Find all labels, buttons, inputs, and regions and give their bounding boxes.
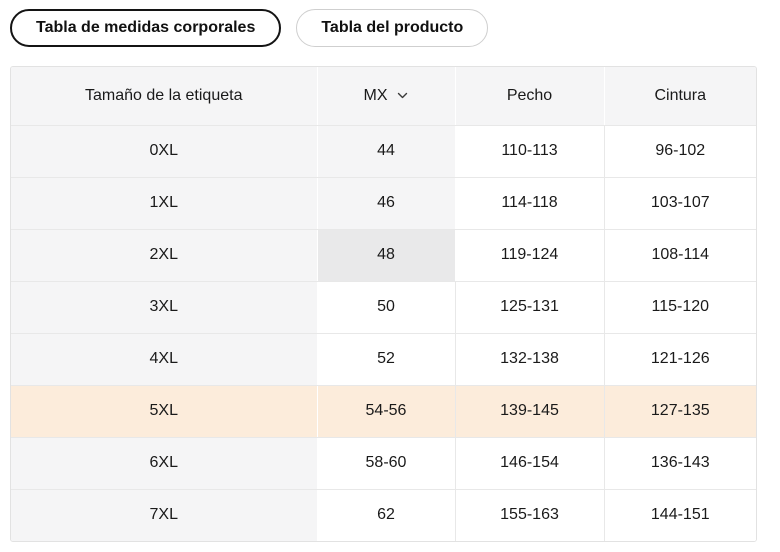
cell-pecho: 146-154	[455, 437, 605, 490]
cell-cintura: 103-107	[604, 177, 756, 230]
cell-size-label: 5XL	[11, 385, 318, 438]
table-row-5xl-highlighted: 5XL 54-56 139-145 127-135	[11, 385, 756, 438]
table-header-row: Tamaño de la etiqueta MX Pecho Cintura	[11, 67, 756, 126]
cell-pecho: 125-131	[455, 281, 605, 334]
cell-mx-highlighted: 48	[317, 229, 456, 282]
cell-mx: 62	[317, 489, 456, 541]
tab-body-measurements[interactable]: Tabla de medidas corporales	[10, 9, 282, 47]
cell-size-label: 3XL	[11, 281, 318, 334]
cell-cintura: 127-135	[604, 385, 756, 438]
cell-size-label: 0XL	[11, 125, 318, 178]
cell-size-label: 4XL	[11, 333, 318, 386]
table-row-2xl: 2XL 48 119-124 108-114	[11, 229, 756, 282]
tab-product[interactable]: Tabla del producto	[296, 9, 489, 47]
cell-pecho: 155-163	[455, 489, 605, 541]
unit-dropdown[interactable]: MX	[364, 87, 409, 105]
cell-size-label: 2XL	[11, 229, 318, 282]
cell-pecho: 114-118	[455, 177, 605, 230]
column-header-label-size: Tamaño de la etiqueta	[11, 67, 318, 126]
cell-size-label: 7XL	[11, 489, 318, 541]
table-row-4xl: 4XL 52 132-138 121-126	[11, 333, 756, 386]
cell-size-label: 6XL	[11, 437, 318, 490]
cell-mx: 54-56	[317, 385, 456, 438]
cell-mx: 50	[317, 281, 456, 334]
table-row-3xl: 3XL 50 125-131 115-120	[11, 281, 756, 334]
cell-cintura: 136-143	[604, 437, 756, 490]
column-header-pecho: Pecho	[455, 67, 605, 126]
table-row-7xl: 7XL 62 155-163 144-151	[11, 489, 756, 541]
column-header-cintura: Cintura	[604, 67, 756, 126]
cell-size-label: 1XL	[11, 177, 318, 230]
cell-pecho: 139-145	[455, 385, 605, 438]
cell-cintura: 108-114	[604, 229, 756, 282]
table-row-1xl: 1XL 46 114-118 103-107	[11, 177, 756, 230]
cell-pecho: 132-138	[455, 333, 605, 386]
table-row-0xl: 0XL 44 110-113 96-102	[11, 125, 756, 178]
chevron-down-icon	[397, 93, 407, 99]
cell-cintura: 115-120	[604, 281, 756, 334]
cell-mx: 44	[317, 125, 456, 178]
table-row-6xl: 6XL 58-60 146-154 136-143	[11, 437, 756, 490]
cell-mx: 58-60	[317, 437, 456, 490]
cell-mx: 46	[317, 177, 456, 230]
cell-cintura: 96-102	[604, 125, 756, 178]
unit-dropdown-label: MX	[363, 86, 388, 104]
cell-pecho: 119-124	[455, 229, 605, 282]
cell-pecho: 110-113	[455, 125, 605, 178]
cell-cintura: 121-126	[604, 333, 756, 386]
size-chart-tabs: Tabla de medidas corporales Tabla del pr…	[10, 9, 489, 47]
unit-dropdown-cell: MX	[317, 67, 456, 126]
cell-mx: 52	[317, 333, 456, 386]
cell-cintura: 144-151	[604, 489, 756, 541]
size-table: Tamaño de la etiqueta MX Pecho Cintura 0…	[10, 66, 757, 542]
